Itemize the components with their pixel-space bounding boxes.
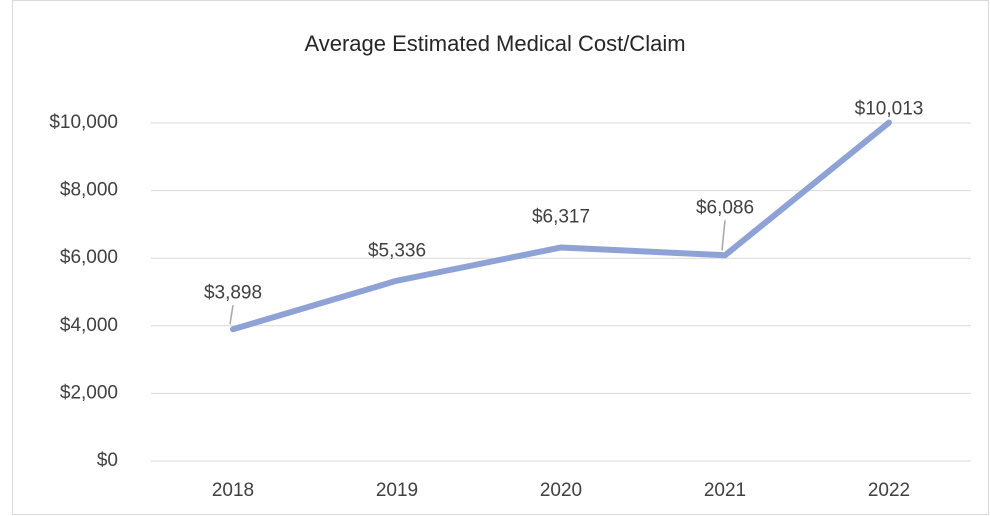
data-label: $5,336 [368, 241, 426, 262]
x-tick-label: 2019 [376, 480, 418, 501]
x-tick-label: 2018 [212, 480, 254, 501]
data-label: $6,086 [696, 197, 754, 218]
y-tick-label: $10,000 [49, 112, 118, 133]
y-tick-label: $6,000 [60, 247, 118, 268]
y-tick-label: $0 [97, 450, 118, 471]
data-label: $10,013 [855, 99, 924, 120]
data-label: $6,317 [532, 207, 590, 228]
data-line [230, 119, 892, 333]
leader-line [721, 220, 726, 251]
chart-border [12, 0, 989, 515]
data-label: $3,898 [204, 282, 262, 303]
y-tick-label: $8,000 [60, 180, 118, 201]
y-tick-label: $4,000 [60, 315, 118, 336]
y-tick-label: $2,000 [60, 382, 118, 403]
leader-line [229, 305, 234, 325]
chart-title: Average Estimated Medical Cost/Claim [304, 31, 685, 56]
x-tick-label: 2020 [540, 480, 582, 501]
x-tick-label: 2021 [704, 480, 746, 501]
x-tick-label: 2022 [868, 480, 910, 501]
